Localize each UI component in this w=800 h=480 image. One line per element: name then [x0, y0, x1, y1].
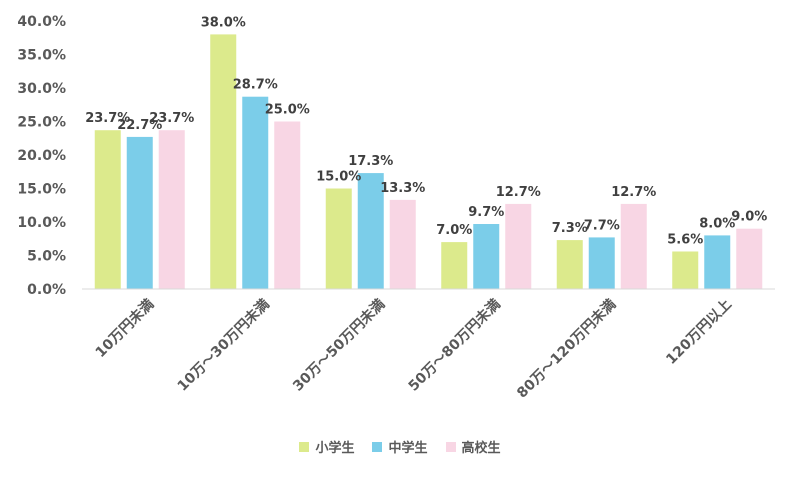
bar — [588, 237, 615, 289]
y-axis-ticks: 0.0% 5.0% 10.0% 15.0% 20.0% 25.0% 30.0% 35.0% 40… — [17, 14, 66, 298]
y-tick-label: 20.0% — [17, 148, 66, 164]
y-tick-label: 0.0% — [27, 282, 66, 298]
data-label: 7.0% — [436, 223, 472, 238]
legend: 小学生 中学生 高校生 — [0, 437, 800, 456]
data-label: 15.0% — [316, 170, 361, 185]
bar — [325, 188, 352, 289]
bar — [389, 199, 416, 289]
data-label: 7.3% — [552, 221, 588, 236]
y-tick-label: 40.0% — [17, 14, 66, 30]
bar — [94, 130, 121, 289]
y-tick-label: 5.0% — [27, 249, 66, 265]
bar — [126, 136, 153, 289]
x-tick-label: 30万～50万円未満 — [289, 296, 388, 395]
data-label: 38.0% — [201, 15, 246, 30]
bar — [441, 242, 468, 289]
data-label: 22.7% — [117, 118, 162, 133]
x-tick-label: 10万円未満 — [92, 296, 157, 361]
legend-swatch — [299, 441, 310, 452]
y-tick-label: 30.0% — [17, 81, 66, 97]
legend-label: 小学生 — [315, 441, 355, 456]
value-labels: 23.7%22.7%23.7% 38.0% 28.7% 25.0% 15.0%17.3%… — [85, 15, 767, 247]
bar — [672, 251, 699, 289]
y-tick-label: 10.0% — [17, 215, 66, 231]
bar — [473, 224, 500, 289]
bar — [620, 203, 647, 289]
data-label: 25.0% — [265, 103, 310, 118]
legend-swatch — [445, 441, 456, 452]
bar — [242, 96, 269, 290]
data-label: 12.7% — [496, 185, 541, 200]
bar — [556, 240, 583, 289]
bar — [704, 235, 731, 289]
legend-item: 高校生 — [445, 437, 501, 456]
data-label: 12.7% — [611, 185, 656, 200]
legend-label: 高校生 — [461, 441, 501, 456]
data-label: 23.7% — [85, 111, 130, 126]
legend-swatch — [372, 441, 383, 452]
bar — [274, 121, 301, 289]
x-axis-labels: 10万円未満 10万～30万円未満 30万～50万円未満 50万～80万円未満 80万～… — [92, 296, 735, 402]
y-tick-label: 25.0% — [17, 115, 66, 131]
bars — [94, 34, 763, 290]
data-label: 9.0% — [731, 210, 767, 225]
bar — [158, 130, 185, 289]
x-tick-label: 80万～120万円未満 — [513, 296, 619, 402]
data-label: 13.3% — [380, 181, 425, 196]
legend-item: 小学生 — [299, 437, 354, 456]
data-label: 7.7% — [584, 218, 620, 233]
x-tick-label: 120万円以上 — [663, 296, 735, 368]
legend-label: 中学生 — [388, 441, 428, 456]
data-label: 5.6% — [667, 232, 703, 247]
y-tick-label: 35.0% — [17, 48, 66, 64]
bar — [505, 203, 532, 289]
data-label: 17.3% — [348, 154, 393, 169]
data-label: 28.7% — [233, 78, 278, 93]
x-tick-label: 50万～80万円未満 — [405, 296, 504, 395]
bar — [210, 34, 237, 290]
x-tick-label: 10万～30万円未満 — [174, 296, 273, 395]
bar-chart: 0.0% 5.0% 10.0% 15.0% 20.0% 25.0% 30.0% 35.0% 40… — [17, 14, 775, 402]
data-label: 9.7% — [468, 205, 504, 220]
bar — [736, 228, 763, 289]
data-label: 23.7% — [149, 111, 194, 126]
y-tick-label: 15.0% — [17, 182, 66, 198]
legend-item: 中学生 — [372, 437, 428, 456]
data-label: 8.0% — [699, 216, 735, 231]
bar — [357, 173, 384, 289]
